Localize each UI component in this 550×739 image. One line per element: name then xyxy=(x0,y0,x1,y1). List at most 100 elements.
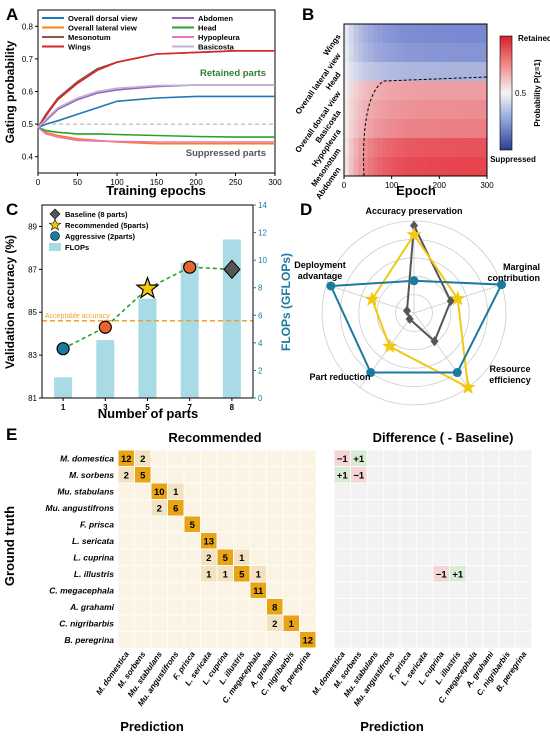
heat-cell-hypopleura xyxy=(348,119,354,139)
heat-cell-overall-lateral-view xyxy=(439,43,445,63)
heat-cell-basicosta xyxy=(377,100,383,120)
cm-cell-value: 1 xyxy=(256,569,262,580)
heat-cell-overall-dorsal-view xyxy=(367,81,373,101)
diff-cell xyxy=(334,450,350,466)
cm-cell xyxy=(168,500,184,516)
panel-e: E Recommended Difference ( - Baseline) 1… xyxy=(2,425,533,734)
panel-label-d: D xyxy=(300,200,312,219)
y-tick-label: 0.6 xyxy=(22,88,34,97)
radar-axis-label-line: advantage xyxy=(298,271,343,281)
cm-row-label-b-peregrina: B. peregrina xyxy=(64,635,114,645)
heat-cell-basicosta xyxy=(482,100,488,120)
heat-cell-hypopleura xyxy=(482,119,488,139)
heat-cell-basicosta xyxy=(372,100,378,120)
radar-axis-label-line: Part reduction xyxy=(309,372,370,382)
heat-cell-abdomen xyxy=(439,157,445,177)
heat-cell-hypopleura xyxy=(463,119,469,139)
heat-cell-basicosta xyxy=(358,100,364,120)
cm-cell xyxy=(201,549,217,565)
heat-cell-mesonotum xyxy=(425,138,431,158)
cm-cell-value: 1 xyxy=(173,487,179,498)
radar-point-aggressive-2parts xyxy=(452,368,462,378)
cm-row-label-m-domestica: M. domestica xyxy=(60,453,114,463)
heat-cell-wings xyxy=(401,24,407,44)
heat-cell-wings xyxy=(439,24,445,44)
cm-cell xyxy=(201,566,217,582)
cm-cell xyxy=(283,615,299,631)
flops-bar-7 xyxy=(180,262,199,398)
heat-cell-abdomen xyxy=(396,157,402,177)
legend-label-wings: Wings xyxy=(68,43,91,52)
diff-cell xyxy=(351,467,367,483)
heat-cell-basicosta xyxy=(353,100,359,120)
heat-cell-head xyxy=(353,62,359,82)
heat-cell-head xyxy=(439,62,445,82)
cm-right-xlabel: Prediction xyxy=(360,719,424,734)
heat-cell-abdomen xyxy=(386,157,392,177)
y-tick-label: 83 xyxy=(28,351,37,360)
heat-cell-overall-lateral-view xyxy=(391,43,397,63)
cm-cell-value: 2 xyxy=(206,553,211,564)
radar-axis-label-accuracy-preservation: Accuracy preservation xyxy=(365,206,462,216)
heat-cell-abdomen xyxy=(415,157,421,177)
panel-a-xlabel: Training epochs xyxy=(106,183,206,198)
row-label-wings: Wings xyxy=(322,32,343,57)
legend-label-aggressive-2parts: Aggressive (2parts) xyxy=(65,232,136,241)
x-tick-label: 100 xyxy=(110,178,124,187)
heat-cell-head xyxy=(401,62,407,82)
heat-cell-abdomen xyxy=(410,157,416,177)
heat-cell-hypopleura xyxy=(401,119,407,139)
heat-cell-overall-lateral-view xyxy=(448,43,454,63)
heat-cell-head xyxy=(405,62,412,82)
heat-cell-overall-lateral-view xyxy=(401,43,407,63)
x-tick-label: 5 xyxy=(145,403,150,412)
heat-cell-mesonotum xyxy=(467,138,473,158)
radar-axis-label-line: Deployment xyxy=(294,260,346,270)
retained-annotation: Retained parts xyxy=(200,68,266,79)
heat-cell-abdomen xyxy=(472,157,478,177)
cm-cell-value: 2 xyxy=(157,503,162,514)
radar-point-aggressive-2parts xyxy=(496,280,506,290)
cm-cell xyxy=(250,566,266,582)
flops-bar-1 xyxy=(54,377,73,398)
accuracy-marker-8 xyxy=(223,259,241,280)
cm-cell-value: 6 xyxy=(173,503,178,514)
heat-cell-mesonotum xyxy=(386,138,392,158)
y-tick-label: 87 xyxy=(28,265,37,274)
heat-cell-head xyxy=(477,62,483,82)
heat-cell-wings xyxy=(482,24,488,44)
heat-cell-wings xyxy=(458,24,464,44)
legend-aggressive-marker xyxy=(50,231,60,241)
heat-cell-abdomen xyxy=(401,157,407,177)
heat-cell-mesonotum xyxy=(382,138,388,158)
diff-cell xyxy=(450,566,466,582)
cm-cell-value: 1 xyxy=(223,569,229,580)
colorbar xyxy=(499,35,513,151)
heat-cell-overall-dorsal-view xyxy=(358,81,364,101)
heat-cell-wings xyxy=(405,24,412,44)
heat-cell-basicosta xyxy=(391,100,397,120)
flops-bar-3 xyxy=(96,340,115,398)
heat-cell-overall-lateral-view xyxy=(344,43,350,63)
heat-cell-hypopleura xyxy=(425,119,431,139)
heat-cell-wings xyxy=(410,24,416,44)
heat-cell-head xyxy=(434,62,440,82)
heat-cell-hypopleura xyxy=(358,119,364,139)
y-tick-label: 0.7 xyxy=(22,55,34,64)
panel-c-xlabel: Number of parts xyxy=(98,406,198,421)
heat-cell-hypopleura xyxy=(467,119,473,139)
colorbar-label: Probability P(z=1) xyxy=(533,59,542,127)
heat-cell-abdomen xyxy=(463,157,469,177)
heat-cell-mesonotum xyxy=(358,138,364,158)
legend-label-mesonotum: Mesonotum xyxy=(68,33,111,42)
heat-cell-abdomen xyxy=(448,157,454,177)
heat-cell-hypopleura xyxy=(415,119,421,139)
heat-cell-hypopleura xyxy=(458,119,464,139)
panel-d: D Accuracy preservation Marginal contribut… xyxy=(294,200,540,406)
cm-cell-value: 2 xyxy=(140,454,145,465)
heat-cell-wings xyxy=(377,24,383,44)
radar-axis-label-line: Marginal xyxy=(503,262,540,272)
cm-cell xyxy=(217,549,233,565)
cm-cell-value: 5 xyxy=(239,569,245,580)
heat-cell-wings xyxy=(344,24,350,44)
